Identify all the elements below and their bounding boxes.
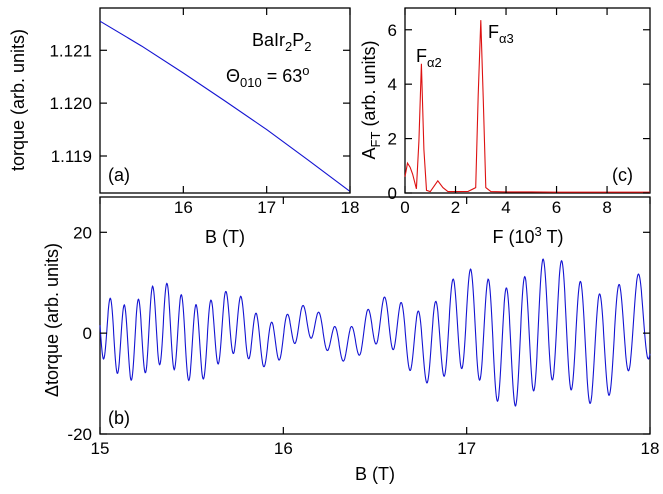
panel-a-xtick-label: 17	[257, 198, 276, 217]
panel-b-oscillation	[99, 258, 651, 407]
panel-c-xtick-label: 0	[400, 198, 409, 217]
panel-c-ylabel: AFT (arb. units)	[359, 41, 383, 160]
panel-a-ytick-label: 1.120	[49, 94, 92, 113]
panel-b-yticks: -20 0 20	[67, 223, 650, 444]
field-angle: Θ010 = 63o	[226, 63, 310, 90]
compound-formula: BaIr2P2	[252, 30, 312, 54]
panel-c-xticks: 0 2 4 6 8	[400, 8, 612, 217]
panel-c-xlabel: F (103 T)	[493, 224, 564, 247]
panel-b-xlabel: B (T)	[355, 464, 395, 484]
panel-a-frame	[99, 7, 351, 194]
panel-c-frame	[404, 7, 651, 194]
panel-c-xtick-label: 4	[501, 198, 510, 217]
panel-c-xtick-label: 6	[552, 198, 561, 217]
panel-b-ytick-label: 0	[83, 324, 92, 343]
panel-c: 0 2 4 6 8 0 2 4 6 F (103 T) AFT (arb. units) (c…	[359, 7, 651, 247]
panel-a-xlabel: B (T)	[205, 227, 245, 247]
peak-label-f-alpha3: Fα3	[488, 22, 514, 46]
panel-c-ytick-label: 6	[388, 21, 397, 40]
panel-c-xtick-label: 8	[602, 198, 611, 217]
panel-b-panel-label: (b)	[108, 408, 130, 428]
panel-a-xtick-label: 16	[174, 198, 193, 217]
panel-b-xtick-label: 18	[641, 439, 660, 458]
panel-b-xtick-label: 17	[457, 439, 476, 458]
peak-label-f-alpha2: Fα2	[416, 46, 442, 70]
panel-c-ytick-label: 4	[388, 75, 397, 94]
panel-b-ylabel: Δtorque (arb. units)	[42, 243, 62, 397]
panel-c-xtick-label: 2	[451, 198, 460, 217]
panel-c-ytick-label: 2	[388, 130, 397, 149]
panel-b-frame	[99, 196, 651, 435]
panel-a-ylabel: torque (arb. units)	[8, 29, 28, 171]
panel-a-ytick-label: 1.119	[51, 147, 92, 166]
panel-b-ytick-label: 20	[73, 223, 92, 242]
panel-a: 16 17 18 1.119 1.120 1.121 B (T) torque (arb…	[8, 7, 360, 247]
panel-a-curve	[99, 20, 351, 192]
panel-a-xticks: 16 17 18	[174, 8, 360, 217]
panel-b-ytick-label: -20	[67, 425, 92, 444]
panel-c-yticks: 0 2 4 6	[388, 21, 650, 203]
panel-a-yticks: 1.119 1.120 1.121	[49, 41, 350, 166]
panel-b-xtick-label: 15	[91, 439, 110, 458]
panel-b-xticks: 15 16 17 18	[91, 197, 660, 458]
panel-c-ytick-label: 0	[388, 184, 397, 203]
panel-a-ytick-label: 1.121	[49, 41, 92, 60]
panel-c-panel-label: (c)	[612, 165, 633, 185]
panel-a-xtick-label: 18	[341, 198, 360, 217]
panel-b-xtick-label: 16	[274, 439, 293, 458]
panel-a-panel-label: (a)	[108, 165, 130, 185]
